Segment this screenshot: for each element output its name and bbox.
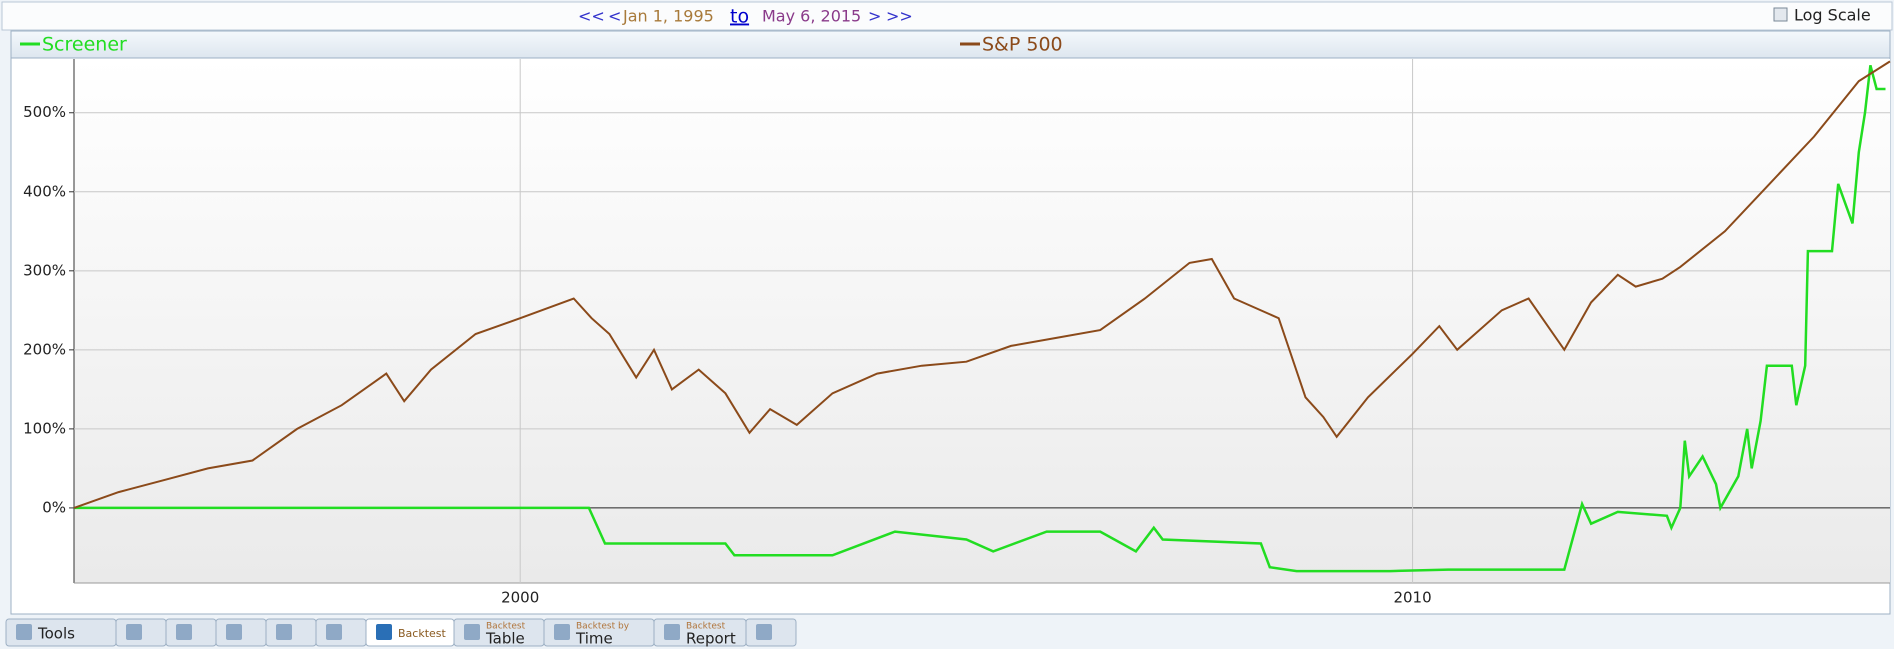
x-tick-label: 2000 bbox=[501, 589, 539, 607]
tab-icon bbox=[664, 624, 680, 640]
plot-area bbox=[74, 59, 1890, 583]
chart: 0% 100% 200% 300% 400% 500% 2000 2010 bbox=[23, 59, 1891, 607]
nav-first[interactable]: << bbox=[578, 7, 605, 26]
y-tick-label: 300% bbox=[23, 261, 66, 279]
top-bar bbox=[1, 1, 1893, 31]
tab-label: Tools bbox=[37, 625, 75, 643]
tab-caption: Backtest bbox=[686, 622, 726, 632]
tab-icon bbox=[464, 624, 480, 640]
y-tick-label: 400% bbox=[23, 182, 66, 200]
start-date[interactable]: Jan 1, 1995 bbox=[622, 7, 714, 26]
y-tick-label: 500% bbox=[23, 103, 66, 121]
tab-icon bbox=[176, 624, 192, 640]
tab-icon bbox=[756, 624, 772, 640]
tab-label: Report bbox=[686, 630, 736, 648]
tab-label: Backtest bbox=[398, 627, 447, 640]
legend-label: S&P 500 bbox=[982, 34, 1063, 56]
series-line bbox=[73, 60, 1891, 509]
end-date[interactable]: May 6, 2015 bbox=[762, 7, 861, 26]
y-tick-label: 0% bbox=[42, 498, 66, 516]
tab-icon bbox=[326, 624, 342, 640]
tab-caption: Backtest by bbox=[576, 622, 630, 632]
tab-icon bbox=[126, 624, 142, 640]
legend-label: Screener bbox=[42, 34, 127, 56]
tab-icon bbox=[16, 624, 32, 640]
nav-prev[interactable]: < bbox=[608, 7, 621, 26]
tab-icon bbox=[276, 624, 292, 640]
x-tick-label: 2010 bbox=[1393, 589, 1431, 607]
legend-bar bbox=[10, 30, 1891, 59]
tab-caption: Backtest bbox=[486, 622, 526, 632]
y-tick-label: 100% bbox=[23, 419, 66, 437]
to-link[interactable]: to bbox=[730, 6, 749, 28]
tab-label: Time bbox=[575, 630, 613, 648]
series-line bbox=[74, 64, 1886, 573]
tab-icon bbox=[554, 624, 570, 640]
log-checkbox[interactable] bbox=[1773, 7, 1788, 22]
tab-icon bbox=[226, 624, 242, 640]
log-label[interactable]: Log Scale bbox=[1794, 6, 1871, 25]
tab-icon bbox=[376, 624, 392, 640]
nav-next[interactable]: > bbox=[868, 7, 881, 26]
nav-last[interactable]: >> bbox=[886, 7, 913, 26]
tab-label: Table bbox=[485, 630, 525, 648]
y-tick-label: 200% bbox=[23, 340, 66, 358]
